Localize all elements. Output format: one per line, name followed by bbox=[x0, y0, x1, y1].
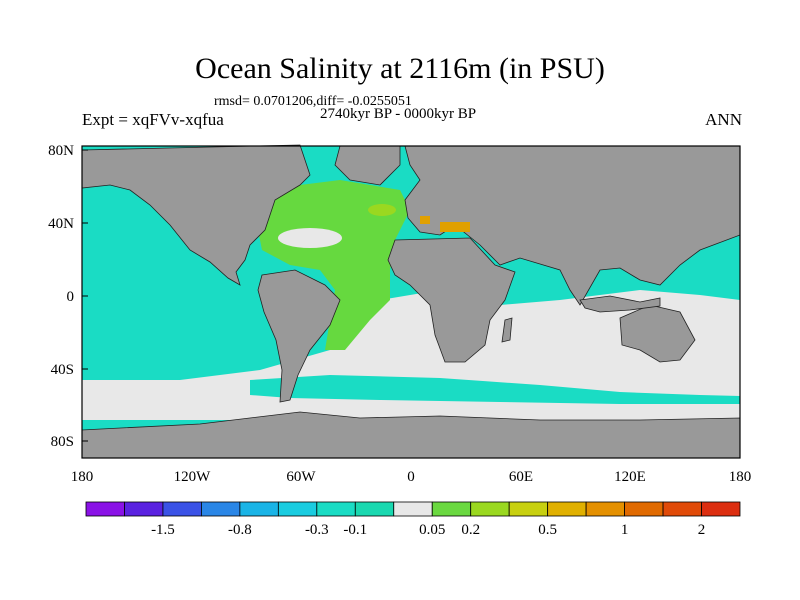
colorbar-swatch bbox=[662, 501, 702, 517]
lat-axis: 80N 40N 0 40S 80S bbox=[48, 143, 88, 450]
period-line: 2740kyr BP - 0000kyr BP bbox=[320, 106, 477, 122]
colorbar-swatch bbox=[239, 501, 279, 517]
lon-label-60e: 60E bbox=[509, 469, 533, 485]
colorbar-swatch bbox=[547, 501, 587, 517]
lon-label-0: 0 bbox=[407, 469, 415, 485]
colorbar-swatch bbox=[508, 501, 549, 517]
lon-label-120w: 120W bbox=[174, 469, 212, 485]
colorbar-label: -0.3 bbox=[305, 522, 329, 538]
lat-label-40s: 40S bbox=[51, 362, 74, 378]
stats-line: rmsd= 0.0701206,diff= -0.0255051 bbox=[214, 94, 412, 109]
med-patch-1 bbox=[420, 216, 430, 224]
indonesia bbox=[579, 295, 661, 313]
colorbar-label: 0.5 bbox=[538, 522, 557, 538]
lat-label-0: 0 bbox=[67, 289, 75, 305]
colorbar-swatch bbox=[277, 501, 318, 517]
lat-label-80s: 80S bbox=[51, 434, 74, 450]
atlantic-light-green-patch bbox=[368, 204, 396, 216]
atlantic-anomaly-green bbox=[255, 180, 410, 350]
australia bbox=[619, 304, 696, 363]
africa bbox=[387, 237, 516, 363]
lat-label-40n: 40N bbox=[48, 216, 74, 232]
chart-title: Ocean Salinity at 2116m (in PSU) bbox=[195, 52, 605, 85]
colorbar-label: 1 bbox=[621, 522, 629, 538]
south-america bbox=[257, 269, 341, 403]
north-america bbox=[81, 144, 311, 286]
colorbar-label: -0.8 bbox=[228, 522, 252, 538]
experiment-label: Expt = xqFVv-xqfua bbox=[82, 110, 224, 129]
colorbar-swatch bbox=[354, 501, 395, 517]
colorbar-swatch bbox=[701, 501, 741, 517]
labrador-neutral-patch bbox=[278, 228, 342, 248]
colorbar-swatch bbox=[124, 501, 164, 517]
lon-label-120e: 120E bbox=[614, 469, 646, 485]
colorbar-swatch bbox=[624, 501, 664, 517]
salinity-map bbox=[81, 144, 741, 459]
southern-ocean-band bbox=[250, 375, 740, 404]
colorbar-swatch bbox=[85, 501, 125, 517]
neutral-region-south bbox=[82, 290, 740, 420]
colorbar-label: 0.2 bbox=[461, 522, 480, 538]
mediterranean-anomaly bbox=[420, 216, 470, 232]
lon-label-180w: 180 bbox=[71, 469, 94, 485]
colorbar-label: -0.1 bbox=[343, 522, 367, 538]
colorbar-swatch bbox=[431, 501, 472, 517]
colorbar-label: 2 bbox=[698, 522, 706, 538]
colorbar-swatch bbox=[201, 501, 241, 517]
lon-axis: 180 120W 60W 0 60E 120E 180 bbox=[71, 469, 752, 485]
map-frame bbox=[81, 145, 741, 459]
colorbar-swatch bbox=[162, 501, 202, 517]
colorbar-swatch bbox=[393, 501, 433, 517]
eurasia bbox=[404, 145, 741, 306]
colorbar-swatch bbox=[316, 501, 356, 517]
med-patch-2 bbox=[440, 222, 470, 232]
colorbar-swatch bbox=[470, 501, 510, 517]
lon-label-60w: 60W bbox=[286, 469, 316, 485]
season-label: ANN bbox=[705, 110, 742, 129]
colorbar-swatch bbox=[585, 501, 625, 517]
colorbar bbox=[85, 501, 741, 517]
land-masses bbox=[81, 144, 741, 459]
colorbar-label: 0.05 bbox=[419, 522, 445, 538]
colorbar-label: -1.5 bbox=[151, 522, 175, 538]
madagascar bbox=[501, 317, 513, 343]
lon-label-180e: 180 bbox=[729, 469, 752, 485]
colorbar-labels: -1.5 -0.8 -0.3 -0.1 0.05 0.2 0.5 1 2 bbox=[151, 522, 705, 538]
lat-label-80n: 80N bbox=[48, 143, 74, 159]
